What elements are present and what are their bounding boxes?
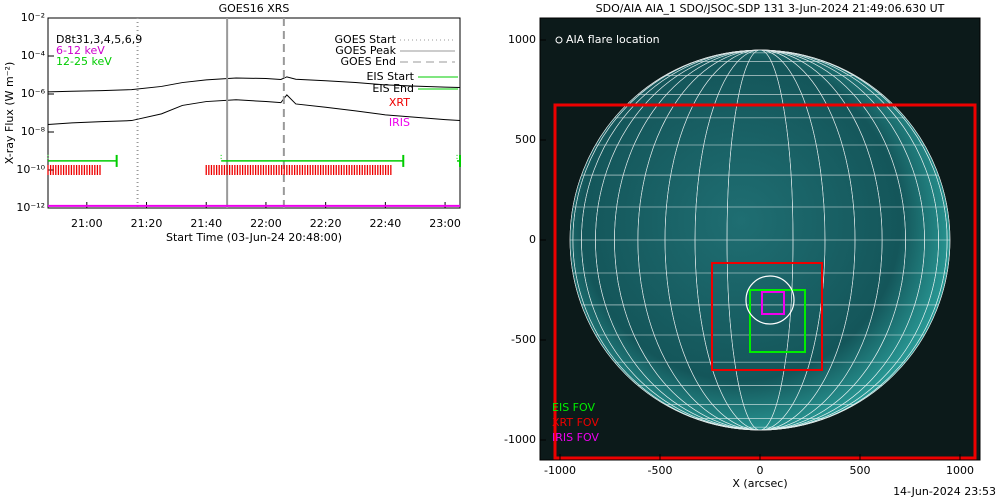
chart-title: GOES16 XRS	[219, 2, 290, 15]
x-axis-label: Start Time (03-Jun-24 20:48:00)	[166, 231, 342, 244]
annotation: D8t31,3,4,5,6,9	[56, 33, 142, 46]
fov-box	[749, 289, 806, 353]
fov-box	[553, 103, 977, 460]
legend-label: EIS End	[372, 82, 414, 95]
xrt-interval	[47, 165, 101, 175]
y-tick-label: 10⁻⁴	[21, 49, 46, 62]
y-tick-label: 0	[529, 233, 536, 246]
x-tick-label: 21:00	[71, 217, 103, 230]
legend-label: XRT	[389, 96, 410, 109]
chart-title: SDO/AIA AIA_1 SDO/JSOC-SDP 131 3-Jun-202…	[596, 2, 945, 15]
xrt-interval	[205, 165, 392, 175]
x-tick-label: 22:00	[250, 217, 282, 230]
legend-label: GOES End	[340, 55, 396, 68]
x-tick-label: -500	[648, 464, 673, 477]
longitude-line	[569, 49, 951, 431]
x-tick-label: 22:40	[370, 217, 402, 230]
annotation: 12-25 keV	[56, 55, 112, 68]
y-tick-label: -500	[511, 333, 536, 346]
fov-box	[711, 262, 823, 371]
plot-frame	[47, 17, 461, 209]
x-tick-label: -1000	[544, 464, 576, 477]
y-tick-label: 10⁻⁸	[21, 125, 46, 138]
fov-label: EIS FOV	[552, 401, 595, 414]
annotation: AIA flare location	[566, 33, 660, 46]
y-tick-label: 10⁻¹²	[16, 201, 45, 214]
x-tick-label: 22:20	[310, 217, 342, 230]
x-tick-label: 21:20	[131, 217, 163, 230]
flux-line	[47, 76, 461, 93]
legend-label: GOES Peak	[335, 44, 396, 57]
overlays	[553, 103, 977, 460]
x-tick-label: 23:00	[429, 217, 461, 230]
y-tick-label: 10⁻²	[21, 11, 45, 24]
y-tick-label: 10⁻¹⁰	[16, 163, 45, 176]
fov-label: XRT FOV	[552, 416, 599, 429]
legend-label: GOES Start	[335, 33, 397, 46]
x-tick-label: 1000	[946, 464, 974, 477]
legend-label: EIS Start	[366, 70, 414, 83]
legend-label: IRIS	[389, 116, 410, 129]
x-tick-label: 21:40	[190, 217, 222, 230]
legend-marker	[555, 36, 563, 44]
y-axis-label: X-ray Flux (W m⁻²)	[3, 62, 16, 164]
x-tick-label: 0	[757, 464, 764, 477]
x-tick-label: 500	[850, 464, 871, 477]
x-axis-label: X (arcsec)	[732, 477, 787, 490]
y-tick-label: 1000	[508, 33, 536, 46]
y-tick-label: 500	[515, 133, 536, 146]
fov-box	[761, 291, 785, 315]
footer: 14-Jun-2024 23:53	[893, 485, 996, 498]
y-tick-label: -1000	[504, 433, 536, 446]
annotation: 6-12 keV	[56, 44, 105, 57]
solar-grid	[569, 49, 951, 431]
flux-line	[47, 94, 461, 125]
y-tick-label: 10⁻⁶	[21, 87, 46, 100]
flare-marker	[745, 275, 795, 325]
fov-label: IRIS FOV	[552, 431, 599, 444]
